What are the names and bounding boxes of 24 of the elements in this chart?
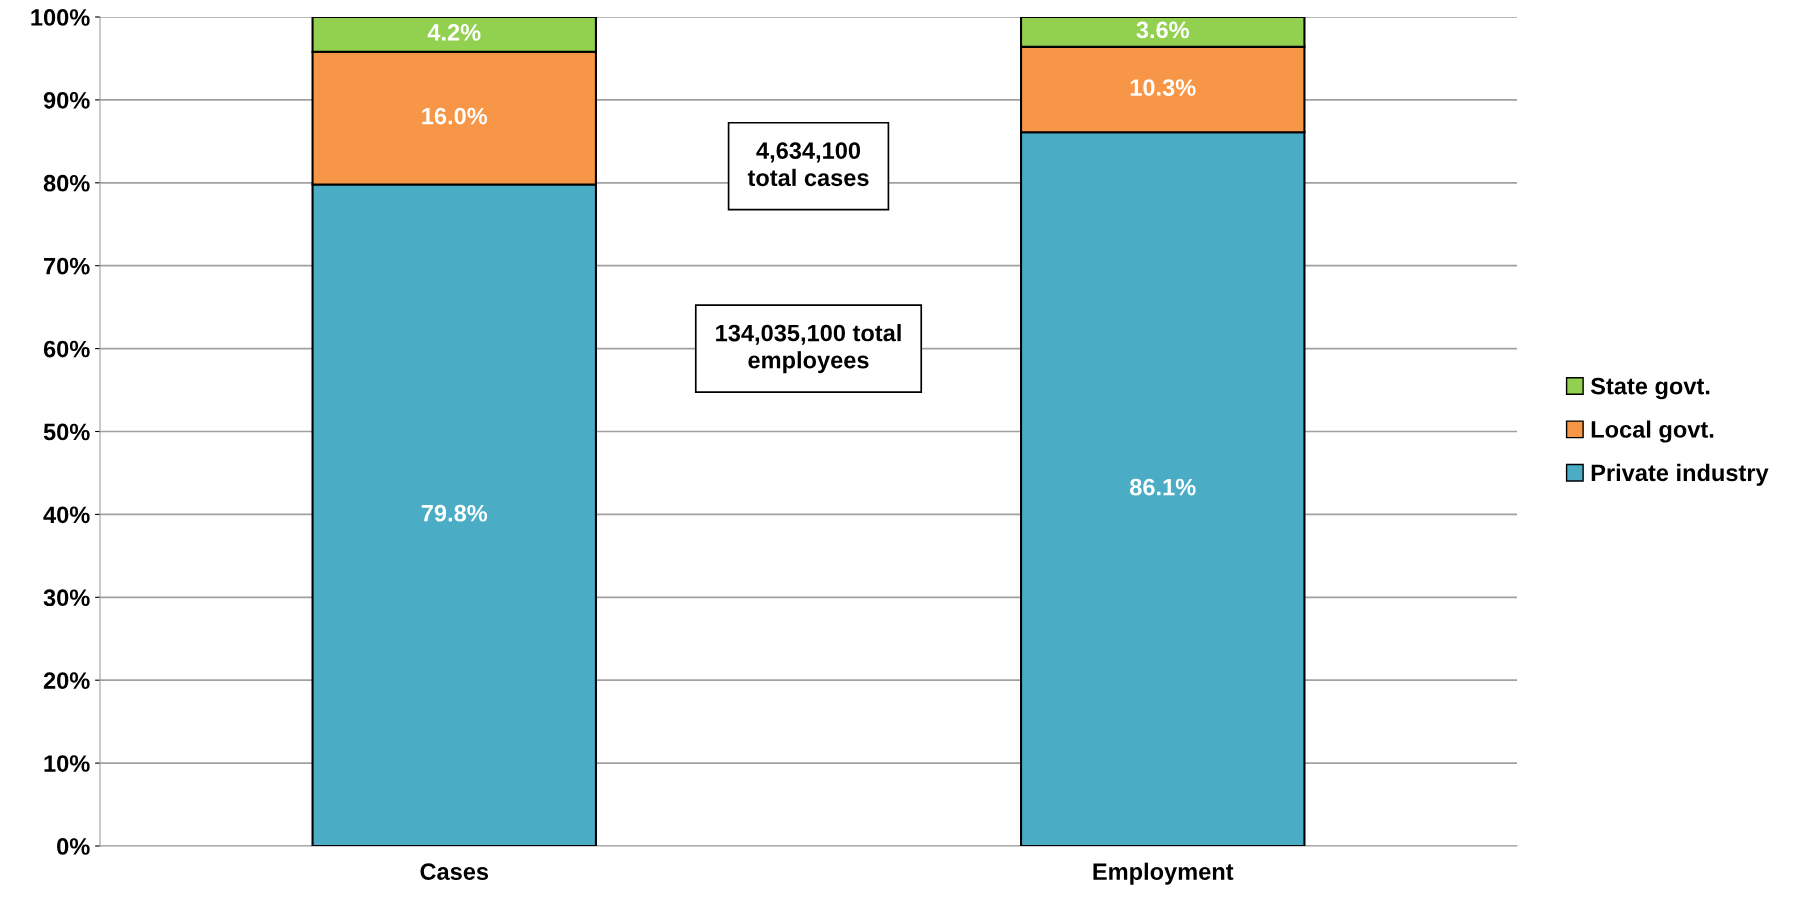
y-tick-label: 80% bbox=[43, 174, 90, 192]
data-label: 3.6% bbox=[1136, 21, 1190, 39]
y-tick-label: 60% bbox=[43, 340, 90, 358]
x-tick-label: Employment bbox=[1093, 862, 1234, 885]
data-label: 4.2% bbox=[427, 24, 481, 41]
y-tick-label: 20% bbox=[43, 672, 90, 689]
annotation: 134,035,100 total employees bbox=[716, 324, 901, 374]
data-label: 86.1% bbox=[1130, 478, 1196, 496]
annotation: 4,634,100 total cases bbox=[747, 142, 869, 187]
data-label: 10.3% bbox=[1130, 79, 1196, 96]
y-tick-label: 0% bbox=[57, 838, 90, 855]
data-label: 16.0% bbox=[422, 107, 488, 125]
y-tick-label: 40% bbox=[43, 506, 90, 524]
y-tick-label: 90% bbox=[43, 91, 90, 109]
y-tick-label: 50% bbox=[43, 423, 90, 441]
legend-label: Local govt. bbox=[1591, 420, 1714, 443]
legend-label: State govt. bbox=[1590, 377, 1710, 400]
x-tick-label: Cases bbox=[420, 863, 489, 881]
legend-label: Private industry bbox=[1591, 463, 1769, 486]
y-tick-label: 10% bbox=[44, 755, 90, 772]
y-tick-label: 30% bbox=[43, 589, 90, 607]
y-tick-label: 70% bbox=[44, 257, 90, 275]
data-label: 79.8% bbox=[421, 504, 488, 522]
y-tick-label: 100% bbox=[31, 9, 90, 26]
